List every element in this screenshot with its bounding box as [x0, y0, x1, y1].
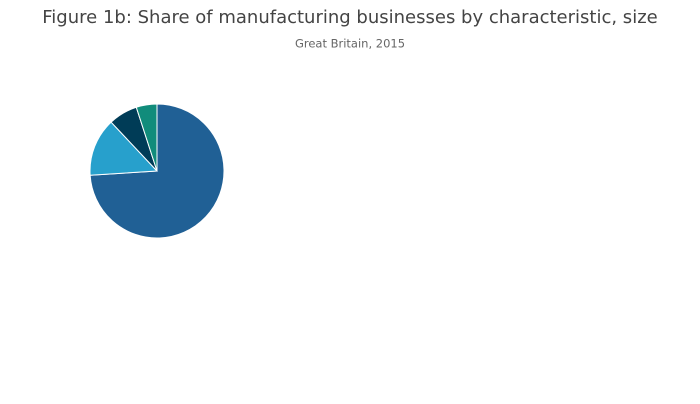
pie-slice	[89, 121, 159, 176]
chart-title: Figure 1b: Share of manufacturing busine…	[42, 7, 657, 28]
pie-slice	[135, 103, 158, 172]
chart-subtitle: Great Britain, 2015	[295, 37, 405, 51]
